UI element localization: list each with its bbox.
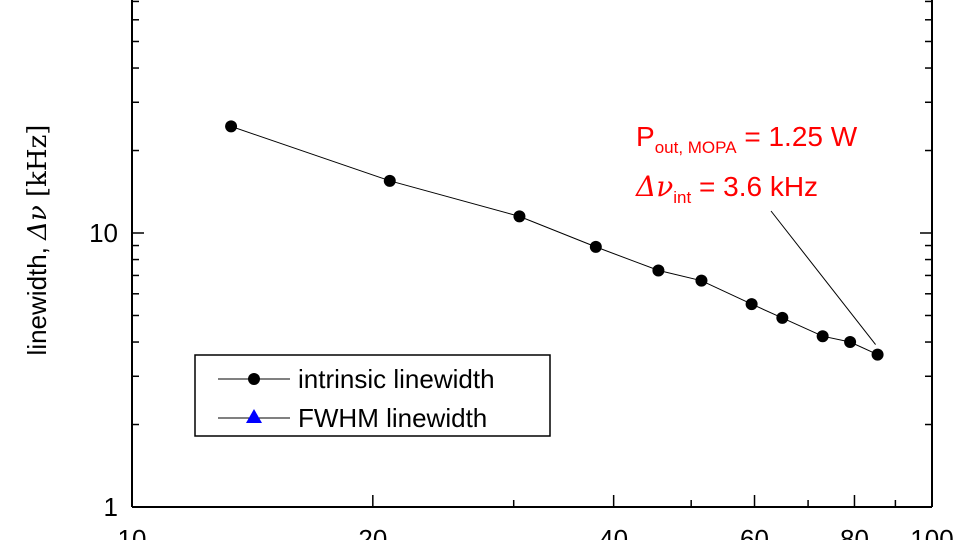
x-tick-label: 60 bbox=[740, 524, 769, 540]
annotation-power: Pout, MOPA = 1.25 W bbox=[636, 121, 858, 157]
x-tick-label: 80 bbox=[840, 524, 869, 540]
data-point bbox=[652, 264, 665, 277]
legend-label: intrinsic linewidth bbox=[298, 364, 495, 394]
x-tick-label: 10 bbox=[118, 524, 147, 540]
axes bbox=[131, 0, 933, 508]
annotation-pointer bbox=[770, 210, 876, 345]
legend: intrinsic linewidth FWHM linewidth bbox=[194, 354, 551, 437]
tick-marks bbox=[131, 0, 933, 508]
data-point bbox=[383, 174, 396, 187]
y-tick-label: 1 bbox=[104, 492, 118, 522]
data-point bbox=[776, 311, 789, 324]
legend-marker-triangle bbox=[246, 409, 262, 423]
data-point bbox=[816, 330, 829, 343]
data-series bbox=[225, 120, 884, 361]
y-axis-title: linewidth, Δν [kHz] bbox=[22, 125, 53, 356]
x-tick-label: 20 bbox=[358, 524, 387, 540]
y-tick-label: 10 bbox=[89, 218, 118, 248]
x-tick-label: 100 bbox=[910, 524, 953, 540]
x-tick-label: 40 bbox=[599, 524, 628, 540]
data-point bbox=[695, 274, 708, 287]
legend-label: FWHM linewidth bbox=[298, 403, 487, 433]
annotation-linewidth: Δνint = 3.6 kHz bbox=[635, 170, 818, 207]
annotation: Pout, MOPA = 1.25 W Δνint = 3.6 kHz bbox=[635, 121, 876, 345]
data-point bbox=[745, 298, 758, 311]
data-point bbox=[844, 336, 857, 349]
data-point bbox=[589, 240, 602, 253]
data-point bbox=[513, 210, 526, 223]
legend-marker-circle bbox=[248, 373, 260, 385]
data-point bbox=[225, 120, 238, 133]
y-axis-label: linewidth, Δν [kHz] bbox=[22, 125, 53, 356]
data-point bbox=[871, 348, 884, 361]
